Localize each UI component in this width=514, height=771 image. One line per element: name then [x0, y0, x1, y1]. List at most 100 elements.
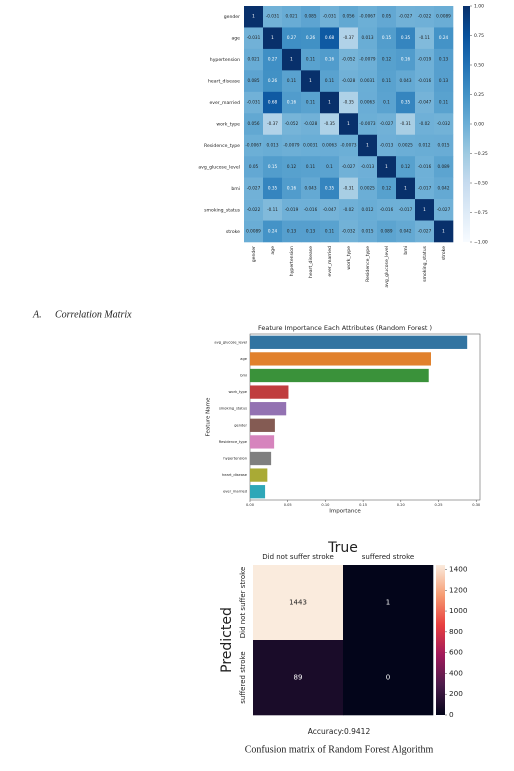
heatmap-cell	[244, 134, 264, 157]
heatmap-cell	[301, 91, 321, 114]
cell-label: -0.013	[361, 164, 375, 169]
cell-label: 0.085	[248, 78, 260, 83]
cell-label: 1	[309, 78, 312, 83]
heatmap-cell	[339, 156, 359, 178]
heatmap-cell	[377, 177, 397, 200]
y-tick-label: heart_disease	[222, 473, 248, 477]
heatmap-cell	[339, 134, 359, 157]
cell-label: -0.027	[342, 164, 356, 169]
x-tick-label: 0.25	[435, 503, 443, 507]
cell-label: -0.027	[380, 121, 394, 126]
cell-label: 1	[252, 14, 255, 19]
heatmap-cell	[244, 27, 264, 50]
cell-label: 0.27	[287, 35, 297, 40]
cell-label: -0.027	[399, 14, 413, 19]
y-tick-label: smoking_status	[219, 407, 247, 411]
cell-label: -0.0073	[340, 142, 356, 147]
cell-label: 0.13	[439, 57, 449, 62]
bar	[250, 418, 275, 432]
cell-label: 0.11	[306, 164, 316, 169]
colorbar	[463, 6, 470, 242]
colorbar-tick-label: 1200	[449, 585, 468, 594]
heatmap-cell	[244, 91, 264, 114]
cell-label: 0.056	[248, 121, 260, 126]
caption: Correlation Matrix	[55, 309, 132, 320]
cell-label: 1443	[289, 599, 307, 607]
heatmap-cell	[301, 70, 321, 93]
heatmap-cell	[301, 6, 321, 28]
heatmap-cell	[320, 70, 340, 93]
heatmap-cell	[320, 156, 340, 178]
cell-label: 0.16	[287, 185, 297, 190]
cell-label: -0.032	[437, 121, 451, 126]
cell-label: -0.016	[380, 207, 394, 212]
y-tick-label: smoking_status	[204, 207, 240, 213]
caption-label: A.	[32, 309, 42, 320]
cell-label: -0.028	[342, 78, 356, 83]
cell-label: 0.043	[305, 185, 317, 190]
cell-label: 0.1	[383, 100, 390, 105]
cell-label: -0.11	[267, 207, 278, 212]
cell-label: 1	[328, 100, 331, 105]
heatmap-cell	[434, 177, 454, 200]
heatmap-cell	[339, 113, 359, 136]
cell-label: -0.031	[266, 14, 280, 19]
cell-label: 0.021	[248, 57, 260, 62]
cell-label: -0.019	[285, 207, 299, 212]
heatmap-cell	[263, 48, 283, 71]
cell-label: -0.047	[418, 100, 432, 105]
x-axis-label: Importance	[329, 509, 361, 515]
cell-label: -0.017	[418, 185, 432, 190]
heatmap-cell	[263, 177, 283, 200]
cell-label: -0.013	[380, 142, 394, 147]
y-tick-label: avg_glucose_level	[198, 164, 240, 170]
heatmap-cell	[358, 134, 378, 157]
colorbar-tick-label: 600	[449, 648, 463, 657]
cell-label: -0.019	[418, 57, 432, 62]
heatmap-cell	[358, 48, 378, 71]
heatmap-cell	[415, 199, 435, 221]
cell-label: 0.15	[382, 35, 392, 40]
colorbar-tick-label: −1.00	[474, 240, 488, 246]
y-tick-label: work_type	[228, 390, 247, 394]
cell-label: 0.042	[438, 185, 450, 190]
colorbar-tick-label: 1.00	[474, 4, 484, 10]
cell-label: 0.013	[267, 142, 279, 147]
heatmap-cell	[343, 565, 434, 641]
cell-label: -0.017	[399, 207, 413, 212]
cell-label: -0.016	[418, 164, 432, 169]
x-tick-label: Did not suffer stroke	[262, 553, 334, 561]
bar	[250, 402, 287, 416]
heatmap-cell	[244, 199, 264, 221]
cell-label: -0.031	[247, 100, 261, 105]
heatmap-cell	[434, 220, 454, 243]
cell-label: -0.11	[419, 35, 430, 40]
heatmap-cell	[339, 199, 359, 221]
heatmap-cell	[434, 199, 454, 221]
accuracy-note: Accuracy:0.9412	[308, 727, 371, 736]
heatmap-cell	[320, 199, 340, 221]
colorbar-tick-label: 800	[449, 627, 463, 636]
cell-label: 0.68	[325, 35, 335, 40]
x-tick-label: 0.10	[321, 503, 330, 507]
cell-label: 0.015	[362, 228, 374, 233]
heatmap-cell	[358, 177, 378, 200]
cell-label: 1	[442, 228, 445, 233]
heatmap-cell	[282, 177, 302, 200]
heatmap-cell	[263, 199, 283, 221]
heatmap-cell	[343, 640, 434, 716]
y-tick-label: ever_married	[209, 100, 240, 106]
cell-label: 0.042	[400, 228, 412, 233]
cell-label: -0.027	[418, 228, 432, 233]
heatmap-cell	[263, 27, 283, 50]
heatmap-cell	[358, 91, 378, 114]
y-tick-label: hypertension	[223, 457, 247, 461]
heatmap-cell	[434, 48, 454, 71]
x-tick-label: smoking_status	[422, 245, 428, 281]
cell-label: -0.0079	[283, 142, 299, 147]
heatmap-cell	[396, 70, 416, 93]
colorbar-tick-label: 400	[449, 668, 463, 677]
cell-label: 0.015	[438, 142, 450, 147]
cell-label: 1	[404, 185, 407, 190]
heatmap-cell	[396, 156, 416, 178]
